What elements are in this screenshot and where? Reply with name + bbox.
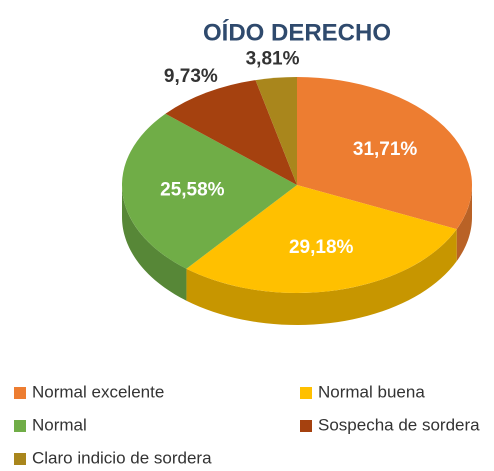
slice-side [456, 185, 472, 262]
legend-label: Sospecha de sordera [318, 415, 480, 434]
value-label: 31,71% [353, 139, 418, 160]
slice [165, 80, 297, 185]
slice-side [122, 185, 187, 301]
legend-swatch [14, 387, 26, 399]
legend-label: Normal excelente [32, 382, 164, 401]
slice [122, 113, 298, 269]
slice [186, 185, 457, 293]
value-label: 29,18% [289, 237, 354, 258]
legend-swatch [300, 387, 312, 399]
slice-side [186, 229, 457, 325]
legend-swatch [300, 420, 312, 432]
legend-label: Claro indicio de sordera [32, 448, 212, 467]
chart-title: OÍDO DERECHO [203, 18, 391, 46]
slice [297, 77, 473, 230]
legend-label: Normal buena [318, 382, 425, 401]
value-label: 3,81% [246, 49, 300, 70]
legend-label: Normal [32, 415, 87, 434]
slice [255, 77, 297, 185]
legend-swatch [14, 420, 26, 432]
value-label: 25,58% [160, 179, 225, 200]
legend-swatch [14, 453, 26, 465]
value-label: 9,73% [164, 66, 218, 87]
